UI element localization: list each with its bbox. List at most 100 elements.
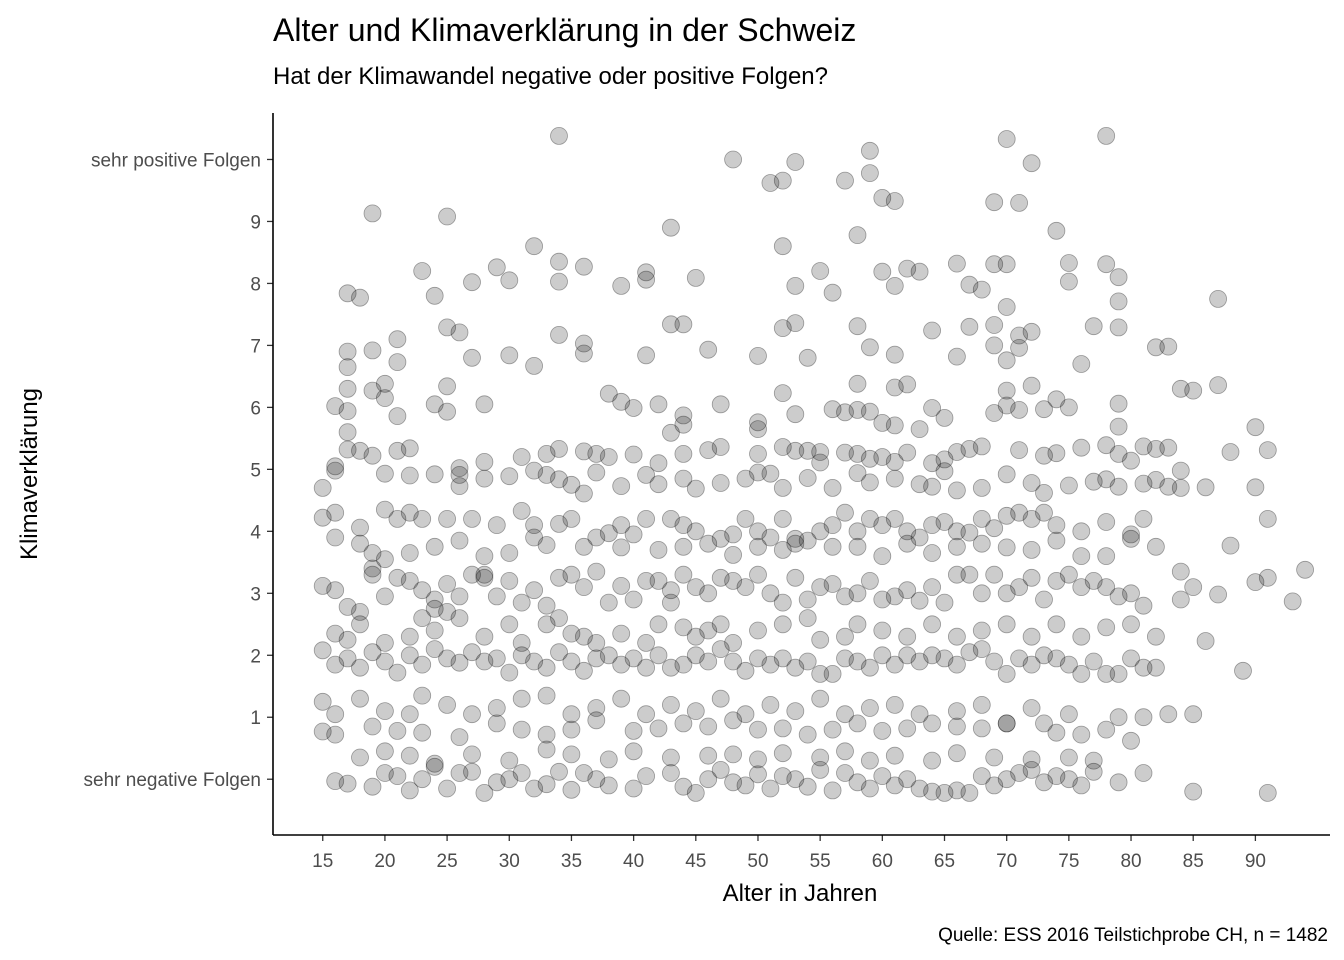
data-point (923, 544, 941, 562)
data-point (861, 449, 879, 468)
data-point (773, 767, 792, 785)
x-tick-label: 90 (1245, 851, 1266, 872)
data-point (873, 547, 892, 565)
data-point (960, 565, 979, 584)
data-point (662, 510, 680, 528)
data-point (1147, 658, 1165, 677)
data-point (363, 559, 382, 578)
data-point (525, 581, 543, 600)
y-tick-label: 7 (250, 336, 261, 357)
data-point (885, 452, 904, 471)
data-point (985, 776, 1004, 795)
data-point (326, 528, 345, 547)
data-point (823, 478, 842, 497)
data-point (811, 262, 830, 280)
data-point (338, 423, 357, 442)
data-point (1097, 513, 1116, 531)
data-point (637, 465, 655, 484)
data-point (1035, 400, 1053, 419)
data-point (960, 523, 979, 542)
y-tick-label: 4 (250, 522, 261, 543)
data-point (836, 649, 854, 668)
data-point (637, 263, 655, 282)
data-point (861, 779, 879, 798)
data-point (923, 321, 941, 340)
data-point (612, 477, 631, 496)
data-point (487, 649, 506, 668)
data-point (861, 338, 879, 357)
data-point (512, 764, 531, 782)
data-point (624, 525, 643, 544)
data-point (463, 762, 481, 781)
data-point (351, 603, 369, 621)
data-point (624, 590, 643, 609)
data-point (637, 767, 655, 785)
data-point (463, 643, 481, 662)
data-point (960, 275, 979, 294)
data-point (972, 478, 991, 497)
data-point (861, 699, 879, 717)
data-point (898, 534, 917, 553)
data-point (923, 578, 941, 596)
data-point (363, 717, 382, 736)
data-point (475, 568, 494, 587)
data-point (1122, 584, 1140, 603)
data-point (749, 649, 767, 668)
data-point (599, 750, 618, 769)
data-point (910, 262, 929, 281)
data-point (736, 705, 755, 724)
data-point (351, 288, 369, 307)
data-point (475, 565, 494, 584)
data-point (1035, 446, 1053, 465)
data-point (811, 689, 830, 708)
data-point (848, 226, 867, 245)
data-point (997, 584, 1016, 603)
data-point (338, 284, 357, 303)
data-point (487, 714, 506, 733)
data-point (550, 252, 568, 271)
data-point (587, 634, 606, 652)
data-point (948, 655, 966, 674)
data-point (1122, 525, 1140, 544)
data-point (326, 461, 345, 480)
data-point (1209, 289, 1227, 308)
data-point (823, 720, 842, 739)
data-point (749, 537, 767, 556)
data-point (960, 643, 979, 662)
data-point (724, 150, 742, 169)
data-point (425, 757, 444, 776)
data-point (575, 484, 593, 503)
data-point (1060, 272, 1078, 291)
data-point (686, 268, 705, 287)
data-point (861, 510, 879, 528)
data-point (1221, 536, 1240, 555)
data-point (910, 475, 929, 494)
data-point (612, 538, 631, 557)
data-point (972, 696, 991, 714)
data-point (1184, 782, 1203, 801)
data-point (500, 346, 519, 365)
data-point (811, 665, 830, 683)
data-point (438, 207, 457, 226)
data-point (525, 461, 543, 480)
data-point (1084, 762, 1103, 781)
data-point (786, 405, 805, 424)
data-point (848, 537, 867, 556)
data-point (960, 439, 979, 458)
data-point (997, 615, 1016, 634)
data-point (587, 562, 606, 581)
data-point (1072, 776, 1091, 795)
data-point (885, 416, 904, 435)
data-point (699, 621, 718, 640)
data-point (637, 510, 655, 528)
data-point (686, 784, 705, 802)
data-point (313, 641, 332, 660)
data-point (686, 522, 705, 541)
data-point (898, 719, 917, 738)
data-point (997, 351, 1016, 370)
data-point (699, 340, 718, 359)
data-point (649, 541, 668, 559)
data-point (674, 777, 693, 796)
data-point (736, 661, 755, 680)
data-point (1283, 592, 1302, 611)
